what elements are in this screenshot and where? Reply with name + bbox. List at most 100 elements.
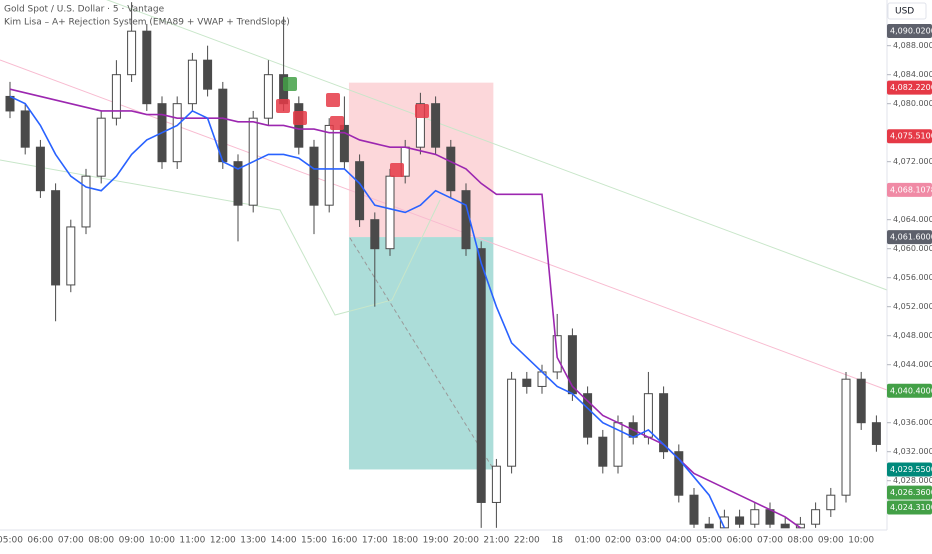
candle-body — [461, 190, 471, 250]
price-tag-label: 4,061.6000 — [890, 233, 932, 242]
candle-body — [294, 103, 304, 148]
x-tick-label: 06:00 — [727, 536, 753, 546]
price-tag — [887, 462, 932, 477]
candle-body — [324, 124, 334, 206]
price-tag-label: 4,090.0200 — [890, 27, 932, 36]
x-tick-label: 15:00 — [301, 536, 327, 546]
trendline — [106, 0, 888, 291]
y-tick-label: 4,084.0000 — [893, 70, 932, 79]
candle-body — [355, 161, 365, 221]
candle-body — [370, 219, 380, 250]
candle-body — [507, 378, 517, 467]
x-tick-label: 09:00 — [818, 536, 844, 546]
y-tick-label: 4,048.0000 — [893, 331, 932, 340]
candle-body — [811, 509, 821, 525]
price-tag — [887, 80, 932, 95]
candle-body — [66, 226, 76, 286]
signal-marker — [390, 163, 404, 177]
candle-body — [841, 378, 851, 496]
signal-marker — [293, 111, 307, 125]
x-tick-label: 13:00 — [240, 536, 266, 546]
x-tick-label: 01:00 — [575, 536, 601, 546]
currency-label: USD — [895, 7, 914, 17]
x-tick-label: 17:00 — [362, 536, 388, 546]
indicator-line — [9, 95, 726, 529]
candle-body — [704, 523, 714, 529]
x-tick-label: 21:00 — [483, 536, 509, 546]
currency-button[interactable] — [887, 2, 927, 20]
candle-body — [735, 516, 745, 525]
candle-body — [659, 393, 669, 453]
candle-body — [218, 88, 228, 163]
y-tick-label: 4,088.0000 — [893, 41, 932, 50]
x-tick-label: 11:00 — [179, 536, 205, 546]
candle-body — [35, 146, 45, 192]
x-tick-label: 05:00 — [0, 536, 23, 546]
trendline — [0, 159, 441, 316]
candle-body — [111, 74, 121, 119]
candle-body — [583, 393, 593, 438]
signal-marker — [283, 77, 297, 91]
signal-marker — [415, 104, 429, 118]
x-tick-label: 16:00 — [331, 536, 357, 546]
y-tick-label: 4,080.0000 — [893, 99, 932, 108]
price-tag — [887, 182, 932, 197]
price-tag — [887, 383, 932, 398]
price-tag-label: 4,075.5100 — [890, 132, 932, 141]
price-tag-label: 4,068.1078 — [890, 185, 932, 194]
candle-body — [431, 103, 441, 148]
candle-body — [203, 59, 213, 90]
y-tick-label: 4,036.0000 — [893, 418, 932, 427]
candle-body — [20, 110, 30, 148]
candle-body — [491, 465, 501, 503]
candle-body — [385, 175, 395, 250]
trade-path — [349, 237, 495, 471]
x-tick-label: 20:00 — [453, 536, 479, 546]
x-tick-label: 03:00 — [635, 536, 661, 546]
candle-body — [187, 59, 197, 105]
price-tag-label: 4,024.3100 — [890, 503, 932, 512]
candle-body — [476, 248, 486, 503]
price-tag — [887, 230, 932, 245]
price-tag-label: 4,029.5500 — [890, 465, 932, 474]
indicator-title: Kim Lisa – A+ Rejection System (EMA89 + … — [4, 18, 290, 28]
candle-body — [127, 30, 137, 76]
x-tick-label: 08:00 — [88, 536, 114, 546]
candle-body — [309, 146, 319, 206]
candle-body — [51, 190, 61, 286]
x-tick-label: 10:00 — [848, 536, 874, 546]
candle-body — [674, 451, 684, 496]
x-tick-label: 22:00 — [514, 536, 540, 546]
price-tag-label: 4,082.2200 — [890, 83, 932, 92]
signal-marker — [276, 99, 290, 113]
candle-body — [522, 378, 532, 387]
x-tick-label: 14:00 — [271, 536, 297, 546]
candle-body — [233, 161, 243, 206]
chart-title: Gold Spot / U.S. Dollar · 5 · Vantage — [4, 5, 165, 15]
signal-marker — [326, 93, 340, 107]
signal-marker — [330, 116, 344, 130]
y-tick-label: 4,064.0000 — [893, 215, 932, 224]
price-tag — [887, 24, 932, 39]
x-tick-label: 02:00 — [605, 536, 631, 546]
candle-body — [750, 509, 760, 525]
x-tick-label: 19:00 — [423, 536, 449, 546]
x-tick-label: 12:00 — [210, 536, 236, 546]
candle-body — [826, 494, 836, 511]
x-tick-label: 18 — [551, 536, 563, 546]
y-tick-label: 4,060.0000 — [893, 244, 932, 253]
y-tick-label: 4,028.0000 — [893, 476, 932, 485]
candle-body — [598, 436, 608, 467]
price-tag-label: 4,040.4000 — [890, 386, 932, 395]
price-tag-label: 4,026.3600 — [890, 488, 932, 497]
price-tag — [887, 129, 932, 144]
candle-body — [172, 103, 182, 163]
x-tick-label: 06:00 — [27, 536, 53, 546]
candle-body — [780, 523, 790, 529]
x-tick-label: 10:00 — [149, 536, 175, 546]
candle-body — [689, 494, 699, 525]
x-tick-label: 07:00 — [58, 536, 84, 546]
y-tick-label: 4,056.0000 — [893, 273, 932, 282]
